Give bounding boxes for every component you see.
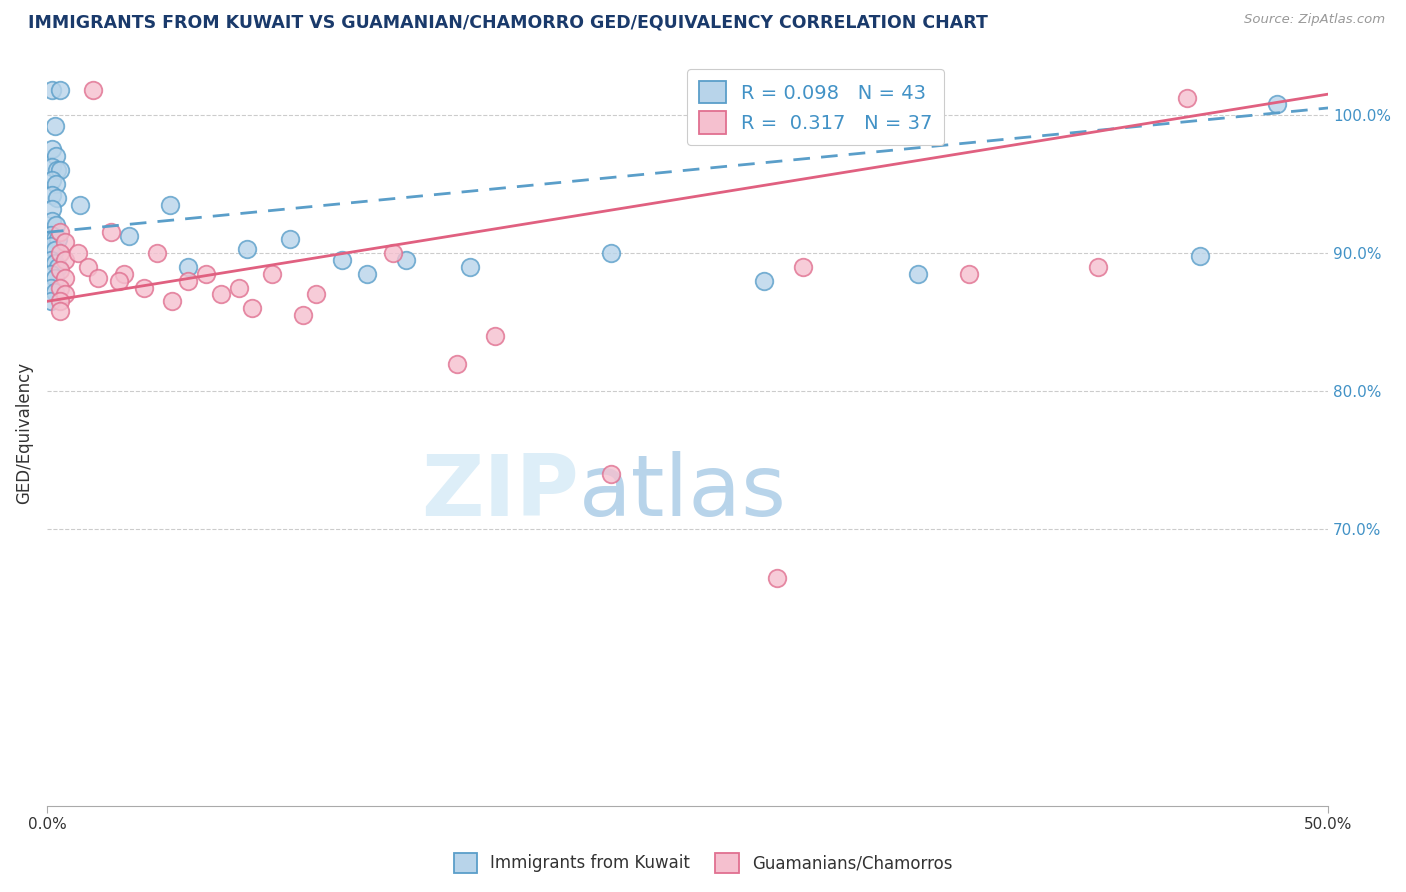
Point xyxy=(39,294,62,309)
Point xyxy=(45,149,67,163)
Point xyxy=(53,271,76,285)
Point xyxy=(39,239,62,253)
Point xyxy=(69,197,91,211)
Point xyxy=(159,197,181,211)
Point xyxy=(792,260,814,274)
Point xyxy=(45,177,67,191)
Point xyxy=(46,191,69,205)
Point xyxy=(41,83,63,97)
Point xyxy=(446,357,468,371)
Point xyxy=(48,225,70,239)
Point xyxy=(305,287,328,301)
Point xyxy=(44,285,66,299)
Point xyxy=(53,287,76,301)
Point xyxy=(82,83,104,97)
Point xyxy=(1188,249,1211,263)
Text: IMMIGRANTS FROM KUWAIT VS GUAMANIAN/CHAMORRO GED/EQUIVALENCY CORRELATION CHART: IMMIGRANTS FROM KUWAIT VS GUAMANIAN/CHAM… xyxy=(28,13,988,31)
Legend: R = 0.098   N = 43, R =  0.317   N = 37: R = 0.098 N = 43, R = 0.317 N = 37 xyxy=(688,70,945,145)
Point xyxy=(44,271,66,285)
Point xyxy=(41,202,63,216)
Point xyxy=(1265,96,1288,111)
Point xyxy=(395,252,418,267)
Point xyxy=(53,252,76,267)
Point xyxy=(39,252,62,267)
Point xyxy=(236,242,259,256)
Point xyxy=(48,294,70,309)
Point xyxy=(1175,91,1198,105)
Point xyxy=(48,163,70,178)
Point xyxy=(48,260,70,274)
Point xyxy=(599,467,621,481)
Point xyxy=(177,260,200,274)
Legend: Immigrants from Kuwait, Guamanians/Chamorros: Immigrants from Kuwait, Guamanians/Chamo… xyxy=(447,847,959,880)
Point xyxy=(100,225,122,239)
Point xyxy=(146,246,169,260)
Point xyxy=(458,260,481,274)
Point xyxy=(77,260,100,274)
Point xyxy=(1087,260,1109,274)
Point xyxy=(484,329,506,343)
Point xyxy=(118,229,141,244)
Point xyxy=(48,280,70,294)
Point xyxy=(754,274,776,288)
Point xyxy=(41,161,63,175)
Point xyxy=(46,163,69,178)
Point xyxy=(44,244,66,258)
Point xyxy=(228,280,250,294)
Point xyxy=(39,280,62,294)
Point xyxy=(907,267,929,281)
Point xyxy=(381,246,404,260)
Point xyxy=(292,308,315,322)
Text: Source: ZipAtlas.com: Source: ZipAtlas.com xyxy=(1244,13,1385,27)
Point xyxy=(41,142,63,156)
Point xyxy=(66,246,89,260)
Point xyxy=(87,271,110,285)
Point xyxy=(194,267,217,281)
Point xyxy=(599,246,621,260)
Text: atlas: atlas xyxy=(579,450,786,533)
Point xyxy=(48,83,70,97)
Point xyxy=(262,267,284,281)
Point xyxy=(957,267,980,281)
Point xyxy=(107,274,129,288)
Point xyxy=(356,267,378,281)
Point xyxy=(134,280,156,294)
Point xyxy=(48,246,70,260)
Point xyxy=(41,214,63,228)
Point xyxy=(44,119,66,133)
Point xyxy=(39,228,62,243)
Point xyxy=(48,304,70,318)
Point xyxy=(44,255,66,269)
Point xyxy=(162,294,184,309)
Y-axis label: GED/Equivalency: GED/Equivalency xyxy=(15,361,32,504)
Point xyxy=(53,235,76,249)
Point xyxy=(39,267,62,281)
Text: ZIP: ZIP xyxy=(420,450,579,533)
Point xyxy=(209,287,232,301)
Point xyxy=(177,274,200,288)
Point xyxy=(278,232,301,246)
Point xyxy=(48,232,70,246)
Point xyxy=(112,267,135,281)
Point xyxy=(240,301,263,316)
Point xyxy=(45,219,67,233)
Point xyxy=(41,173,63,187)
Point xyxy=(41,188,63,202)
Point xyxy=(44,232,66,246)
Point xyxy=(766,571,789,585)
Point xyxy=(330,252,353,267)
Point xyxy=(48,262,70,277)
